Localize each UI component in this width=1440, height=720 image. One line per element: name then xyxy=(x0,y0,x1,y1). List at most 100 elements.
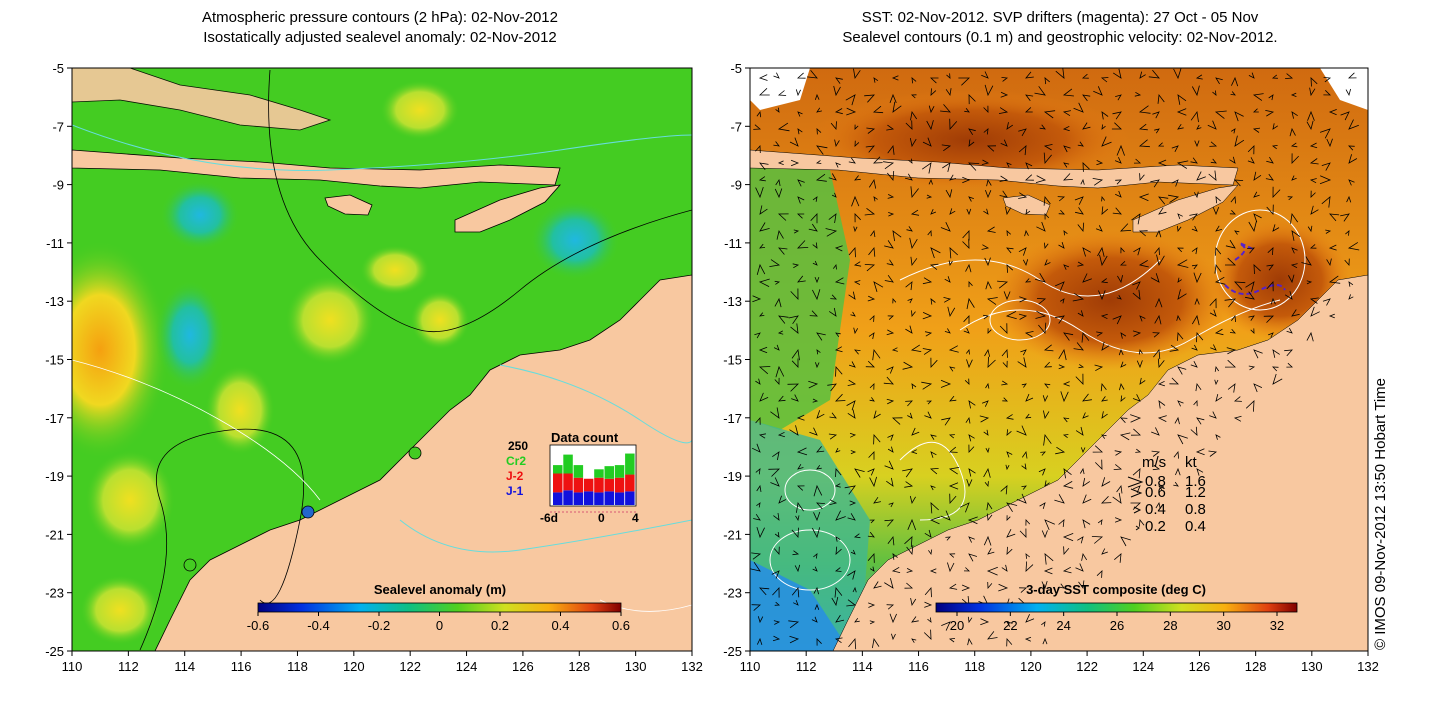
velocity-arrow xyxy=(1138,348,1143,355)
velocity-arrow xyxy=(1253,349,1263,359)
velocity-arrow xyxy=(1247,157,1255,164)
velocity-arrow xyxy=(1152,111,1160,119)
velocity-arrow xyxy=(887,535,895,546)
velocity-arrow xyxy=(1101,124,1106,130)
velocity-arrow xyxy=(868,332,875,340)
velocity-arrow xyxy=(774,601,781,606)
velocity-arrow xyxy=(909,495,916,505)
velocity-arrow xyxy=(930,209,937,215)
tide-gauge-station[interactable] xyxy=(183,558,197,572)
velocity-arrow xyxy=(813,511,821,522)
velocity-arrow xyxy=(940,379,952,388)
velocity-arrow xyxy=(872,105,884,114)
velocity-arrow xyxy=(944,328,951,334)
velocity-arrow xyxy=(1272,123,1279,130)
lat-tick-label: -5 xyxy=(730,61,742,76)
data-count-bar-cr2 xyxy=(614,465,625,478)
velocity-arrow xyxy=(756,526,765,539)
velocity-arrow xyxy=(1100,382,1107,392)
velocity-arrow xyxy=(1073,342,1084,351)
velocity-arrow xyxy=(1096,570,1103,578)
velocity-arrow xyxy=(869,620,876,625)
data-count-bar-cr2 xyxy=(594,469,604,478)
velocity-arrow xyxy=(1001,564,1008,572)
velocity-arrow xyxy=(1062,381,1070,387)
velocity-arrow xyxy=(757,616,764,624)
velocity-arrow xyxy=(1310,205,1319,215)
velocity-arrow xyxy=(774,188,783,199)
velocity-arrow xyxy=(775,107,780,113)
velocity-arrow xyxy=(1189,213,1198,221)
data-count-bar-cr2 xyxy=(573,465,584,478)
lat-tick-label: -15 xyxy=(723,353,742,368)
velocity-arrow xyxy=(985,447,990,454)
velocity-arrow xyxy=(1040,451,1046,456)
velocity-arrow xyxy=(1072,293,1085,302)
velocity-arrow xyxy=(1120,332,1127,339)
velocity-arrow xyxy=(1138,230,1148,237)
velocity-arrow xyxy=(812,260,818,266)
velocity-arrow xyxy=(906,545,914,556)
velocity-arrow xyxy=(922,348,933,355)
velocity-arrow xyxy=(949,395,957,402)
velocity-arrow xyxy=(770,407,780,419)
velocity-arrow xyxy=(926,120,934,131)
velocity-arrow xyxy=(1346,195,1352,203)
pressure-contour xyxy=(72,124,692,171)
right-title-line1: SST: 02-Nov-2012. SVP drifters (magenta)… xyxy=(861,9,1259,26)
velocity-arrow xyxy=(1097,519,1103,525)
velocity-arrow xyxy=(1058,348,1067,361)
velocity-arrow xyxy=(1224,359,1237,368)
svp-drifter-track[interactable] xyxy=(1224,284,1286,295)
velocity-arrow xyxy=(1001,77,1009,82)
colorbar-tick-label: 0 xyxy=(436,618,443,633)
velocity-arrow xyxy=(1138,123,1148,131)
velocity-arrow xyxy=(910,449,918,454)
data-count-legend-j2: J-2 xyxy=(506,469,524,483)
tide-gauge-station[interactable] xyxy=(301,505,315,519)
velocity-arrow xyxy=(1253,383,1263,393)
velocity-arrow xyxy=(812,196,818,202)
velocity-arrow xyxy=(1036,298,1047,305)
velocity-arrow xyxy=(1120,246,1125,254)
tide-gauge-station[interactable] xyxy=(408,446,422,460)
velocity-arrow xyxy=(772,635,781,642)
velocity-arrow xyxy=(1025,278,1031,283)
velocity-arrow xyxy=(791,358,799,369)
velocity-arrow xyxy=(834,637,843,644)
velocity-arrow xyxy=(1230,128,1236,134)
velocity-arrow xyxy=(1340,111,1350,121)
velocity-arrow xyxy=(1348,119,1359,130)
sst-colorbar xyxy=(935,602,1298,613)
sla-anomaly-patch xyxy=(160,180,240,250)
velocity-arrow xyxy=(807,70,818,79)
velocity-arrow xyxy=(854,213,861,223)
velocity-arrow xyxy=(1005,414,1014,420)
velocity-arrow xyxy=(1043,567,1053,575)
velocity-arrow xyxy=(1348,281,1354,287)
velocity-arrow xyxy=(1322,298,1331,306)
velocity-arrow xyxy=(1150,273,1160,283)
colorbar-tick-label: 26 xyxy=(1110,618,1124,633)
velocity-arrow xyxy=(1194,297,1200,305)
velocity-arrow xyxy=(1091,536,1104,544)
velocity-arrow xyxy=(808,380,819,389)
velocity-arrow xyxy=(909,237,918,250)
velocity-arrow xyxy=(1169,344,1180,352)
velocity-arrow xyxy=(1285,73,1294,79)
velocity-arrow xyxy=(1233,415,1242,422)
velocity-arrow xyxy=(825,228,838,237)
velocity-arrow xyxy=(814,603,820,610)
velocity-arrow xyxy=(1006,529,1016,538)
colorbar-tick-label: 0.6 xyxy=(612,618,630,633)
velocity-arrow xyxy=(1214,328,1224,336)
velocity-arrow xyxy=(1117,275,1123,284)
velocity-arrow xyxy=(756,637,763,646)
velocity-arrow xyxy=(1041,530,1048,539)
velocity-arrow xyxy=(911,638,917,643)
velocity-arrow xyxy=(1134,91,1142,97)
colorbar-tick-label: 32 xyxy=(1270,618,1284,633)
velocity-arrow xyxy=(902,361,914,370)
svp-drifter-track[interactable] xyxy=(1234,242,1256,261)
velocity-arrow xyxy=(873,581,882,589)
